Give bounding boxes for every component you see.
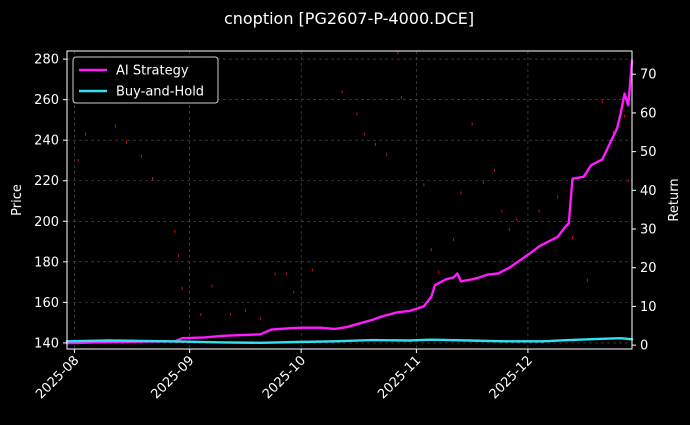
y-tick-label: 160 bbox=[34, 296, 59, 311]
series-line-buy-and-hold bbox=[65, 337, 634, 344]
chart-title: cnoption [PG2607-P-4000.DCE] bbox=[224, 9, 474, 28]
grid bbox=[67, 51, 632, 349]
y2-axis-label: Return bbox=[667, 178, 682, 221]
y-axis-label: Price bbox=[10, 184, 25, 216]
series-lines bbox=[65, 59, 634, 345]
plot-frame bbox=[66, 50, 633, 350]
y-tick-label: 240 bbox=[34, 134, 59, 149]
legend-box bbox=[72, 56, 219, 104]
series-line-ai-strategy bbox=[65, 59, 634, 345]
y2-tick-label: 30 bbox=[640, 223, 657, 238]
y2-tick-label: 70 bbox=[640, 68, 657, 83]
y-tick-label: 220 bbox=[34, 174, 59, 189]
y2-tick-label: 20 bbox=[640, 261, 657, 276]
y-tick-label: 260 bbox=[34, 93, 59, 108]
y-tick-label: 200 bbox=[34, 215, 59, 230]
y2-tick-label: 50 bbox=[640, 145, 657, 160]
y2-tick-label: 10 bbox=[640, 300, 657, 315]
y2-tick-label: 40 bbox=[640, 184, 657, 199]
y-tick-label: 280 bbox=[34, 53, 59, 68]
y2-tick-label: 60 bbox=[640, 106, 657, 121]
legend-label: Buy-and-Hold bbox=[116, 85, 204, 100]
y-tick-label: 140 bbox=[34, 336, 59, 351]
y2-tick-label: 0 bbox=[640, 339, 648, 354]
legend-label: AI Strategy bbox=[116, 64, 189, 79]
price-marks bbox=[77, 51, 629, 321]
legend: AI Strategy Buy-and-Hold bbox=[72, 56, 219, 104]
y-tick-label: 180 bbox=[34, 255, 59, 270]
